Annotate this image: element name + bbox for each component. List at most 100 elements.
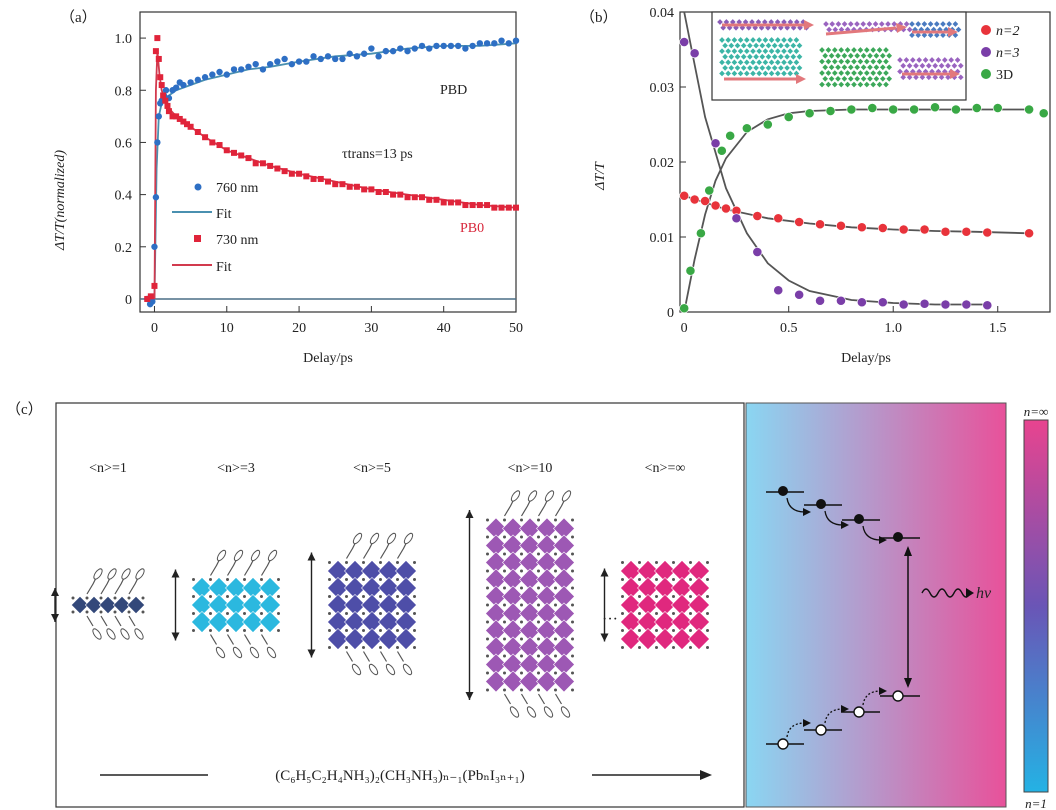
b-point-2 [1038, 108, 1049, 119]
cation-dot [486, 603, 489, 607]
a-point-760 [498, 37, 505, 44]
inset-arrow-2 [825, 26, 897, 36]
ligand-bottom-head [266, 646, 277, 659]
inset-lattice-teal [731, 59, 738, 66]
inset-lattice-green [838, 47, 845, 53]
cation-dot [537, 671, 540, 675]
cation-dot [621, 561, 624, 564]
cation-dot [520, 688, 523, 692]
inset-lattice-green [835, 64, 841, 71]
inset-lattice-teal [790, 65, 797, 71]
a-point-760 [151, 243, 158, 250]
inset-lattice-teal [719, 59, 725, 66]
a-point-760 [411, 45, 418, 52]
cation-dot [537, 586, 540, 590]
cation-dot [537, 654, 540, 658]
inset-lattice-teal [719, 48, 725, 54]
inset-lattice-teal [774, 59, 781, 66]
inset-lattice-purple [761, 19, 768, 25]
ligand-top-head [216, 549, 227, 562]
a-point-730 [151, 282, 158, 289]
octahedron [519, 670, 541, 693]
inset-lattice-teal [737, 59, 744, 66]
a-point-730 [455, 199, 462, 206]
a-point-730 [513, 204, 519, 211]
a-point-760 [266, 60, 274, 68]
cation-dot [503, 535, 506, 539]
ligand-top-head [135, 568, 145, 580]
colorbar [1023, 419, 1049, 793]
legend-label-n2: n=2 [996, 24, 1019, 39]
cation-dot [71, 596, 75, 600]
cation-dot [689, 612, 692, 615]
inset-lattice-green [819, 58, 825, 65]
inset-lattice-teal [784, 53, 790, 60]
thickness-arrowhead-bottom [600, 633, 609, 642]
cation-dot [503, 552, 506, 556]
a-point-730 [361, 186, 368, 193]
a-point-730 [176, 115, 183, 122]
inset-lattice-teal [725, 37, 732, 43]
inset-lattice-teal [793, 59, 800, 66]
b-point-0 [679, 190, 690, 201]
inset-lattice-teal [793, 70, 800, 77]
inset-lattice-green [857, 81, 864, 88]
octahedron [485, 670, 507, 693]
cation-dot [706, 612, 709, 615]
octahedron [259, 611, 281, 633]
inset-lattice-teal [734, 53, 741, 60]
a-point-730 [310, 175, 317, 182]
inset-lattice-green [854, 75, 861, 82]
inset-lattice-green [847, 75, 854, 82]
cation-dot [638, 595, 641, 598]
inset-lattice-purple [932, 74, 939, 81]
a-point-730 [274, 165, 281, 172]
a-point-760 [209, 71, 216, 78]
cation-dot [621, 629, 624, 632]
inset-lattice-green [841, 75, 848, 82]
a-xtick-label: 0 [151, 321, 158, 336]
cation-dot [413, 561, 416, 564]
inset-lattice-green [883, 70, 889, 76]
thickness-arrowhead-bottom [171, 632, 180, 641]
a-point-760 [512, 37, 520, 44]
inset-lattice-teal [756, 48, 763, 54]
a-point-760 [149, 298, 156, 305]
inset-lattice-teal [728, 53, 735, 60]
cation-dot [554, 603, 557, 607]
cation-dot [99, 596, 103, 600]
ligand-bottom [100, 615, 108, 627]
b-point-2 [741, 123, 752, 134]
octahedron [553, 670, 575, 693]
a-point-730 [162, 97, 169, 104]
inset-lattice-green [844, 58, 851, 65]
cation-dot [571, 552, 574, 556]
a-point-730 [419, 194, 425, 201]
inset-lattice-teal [771, 42, 778, 49]
inset-lattice-green [841, 52, 848, 59]
ligand-bottom [114, 615, 122, 627]
inset-lattice-blue [915, 32, 922, 38]
inset-lattice-teal [796, 42, 803, 49]
inset-lattice-green [863, 70, 870, 76]
a-point-760 [332, 55, 339, 63]
cation-dot [209, 612, 212, 615]
inset-lattice-teal [743, 59, 750, 66]
a-point-760 [505, 40, 512, 47]
cation-dot [537, 552, 540, 556]
legend-label-n3: n=3 [996, 46, 1019, 61]
inset-lattice-purple [841, 21, 848, 27]
cation-dot [413, 578, 416, 581]
panel-a-label: （a） [60, 9, 97, 26]
cation-dot [520, 620, 523, 624]
cation-dot [413, 646, 416, 649]
formula-text: (C₆H₅C₂H₄NH₃)₂(CH₃NH₃)ₙ₋₁(PbₙI₃ₙ₊₁) [275, 768, 524, 784]
a-point-730 [317, 175, 324, 182]
inset-lattice-teal [787, 59, 794, 66]
inset-lattice-green [879, 64, 886, 71]
inset-lattice-teal [743, 70, 750, 77]
inset-lattice-teal [778, 53, 784, 60]
b-point-1 [731, 213, 742, 224]
annotation-tau: τtrans=13 ps [342, 147, 413, 162]
a-point-730 [498, 204, 505, 211]
